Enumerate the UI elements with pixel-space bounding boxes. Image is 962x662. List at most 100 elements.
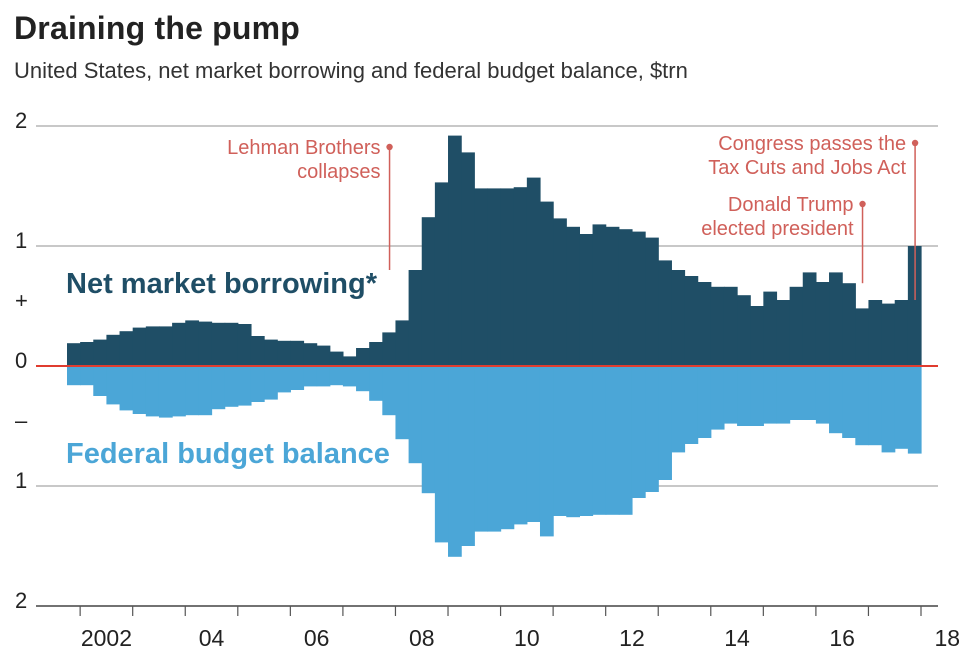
borrowing-bar (342, 356, 357, 366)
budget-bar (145, 366, 160, 417)
budget-bar (316, 366, 331, 387)
series-labels: Net market borrowing* Federal budget bal… (66, 268, 390, 470)
budget-bar (513, 366, 528, 525)
budget-bar (658, 366, 672, 480)
borrowing-bar (802, 272, 817, 366)
chart-subtitle: United States, net market borrowing and … (14, 58, 688, 83)
annotation-text: Donald Trump (728, 194, 854, 216)
budget-bar (605, 366, 620, 515)
budget-bar (250, 366, 265, 402)
chart-title: Draining the pump (14, 10, 301, 46)
budget-bar (395, 366, 410, 440)
budget-bar (329, 366, 344, 386)
y-axis-labels: 2 1 +0 – 1 2 (15, 108, 28, 613)
borrowing-bar (250, 336, 265, 366)
borrowing-bar (500, 188, 515, 366)
borrowing-bar (185, 320, 199, 366)
budget-bar (894, 366, 909, 449)
x-tick-label: 06 (304, 625, 330, 651)
budget-bar (224, 366, 239, 407)
budget-bar (710, 366, 725, 430)
borrowing-bar (618, 229, 633, 366)
budget-bar (237, 366, 252, 406)
borrowing-bar (408, 270, 423, 366)
borrowing-bar (894, 300, 909, 366)
borrowing-bar (579, 234, 594, 366)
borrowing-bar (553, 218, 567, 366)
borrowing-bar (316, 345, 331, 366)
budget-bar (802, 366, 817, 420)
budget-bar (881, 366, 896, 453)
borrowing-bar (67, 343, 81, 366)
borrowing-bar (132, 327, 147, 366)
budget-bar (342, 366, 357, 387)
budget-bar (907, 366, 922, 454)
budget-bar (67, 366, 81, 386)
borrowing-bar (264, 339, 278, 366)
y-tick-label: 2 (15, 108, 27, 133)
budget-bar (684, 366, 699, 444)
budget-bar (487, 366, 502, 532)
annotation-dot (911, 139, 919, 147)
budget-bar (789, 366, 804, 420)
budget-bar (750, 366, 764, 426)
borrowing-bar (237, 324, 252, 366)
series-label-budget: Federal budget balance (66, 438, 390, 470)
y-tick-label: 0 (15, 348, 27, 373)
budget-bar (290, 366, 305, 390)
borrowing-bar (198, 321, 213, 366)
budget-bar (185, 366, 199, 416)
borrowing-bar (710, 286, 725, 366)
borrowing-bar (93, 339, 108, 366)
budget-bar (526, 366, 541, 522)
budget-bar (93, 366, 108, 396)
budget-bar (211, 366, 226, 410)
borrowing-bar (697, 282, 712, 366)
bars-layer (67, 135, 922, 557)
budget-bar (697, 366, 712, 438)
borrowing-bar (539, 201, 554, 366)
budget-bar (474, 366, 489, 532)
budget-bar (645, 366, 659, 492)
annotation-text: Lehman Brothers (227, 137, 380, 159)
borrowing-bar (526, 177, 541, 366)
borrowing-bar (789, 286, 804, 366)
borrowing-bar (763, 291, 778, 366)
borrowing-bar (592, 224, 607, 366)
borrowing-bar (737, 295, 751, 366)
borrowing-bar (356, 348, 370, 366)
budget-bar (448, 366, 462, 557)
budget-bar (631, 366, 646, 498)
x-tick-label: 10 (514, 625, 540, 651)
annotation-text: Congress passes the (718, 133, 906, 155)
borrowing-bar (605, 226, 620, 366)
budget-bar (198, 366, 213, 416)
budget-bar (566, 366, 580, 518)
borrowing-bar (158, 326, 173, 366)
budget-bar (461, 366, 475, 546)
borrowing-bar (723, 286, 738, 366)
budget-bar (500, 366, 515, 530)
borrowing-bar (395, 320, 410, 366)
borrowing-bar (907, 246, 922, 366)
budget-bar (855, 366, 870, 446)
y-tick-label: – (15, 408, 28, 433)
borrowing-bar (448, 135, 462, 366)
budget-bar (776, 366, 791, 424)
budget-bar (737, 366, 751, 426)
borrowing-bar (750, 306, 764, 366)
y-tick-label: 1 (15, 228, 27, 253)
borrowing-bar (829, 272, 843, 366)
borrowing-bar (776, 300, 791, 366)
x-tick-label: 2002 (81, 625, 132, 651)
budget-bar (763, 366, 778, 424)
budget-bar (264, 366, 278, 400)
borrowing-bar (513, 187, 528, 366)
borrowing-bar (382, 332, 397, 366)
budget-bar (553, 366, 567, 516)
borrowing-bar (671, 270, 686, 366)
budget-bar (842, 366, 856, 438)
borrowing-bar (566, 226, 580, 366)
budget-bar (815, 366, 830, 424)
